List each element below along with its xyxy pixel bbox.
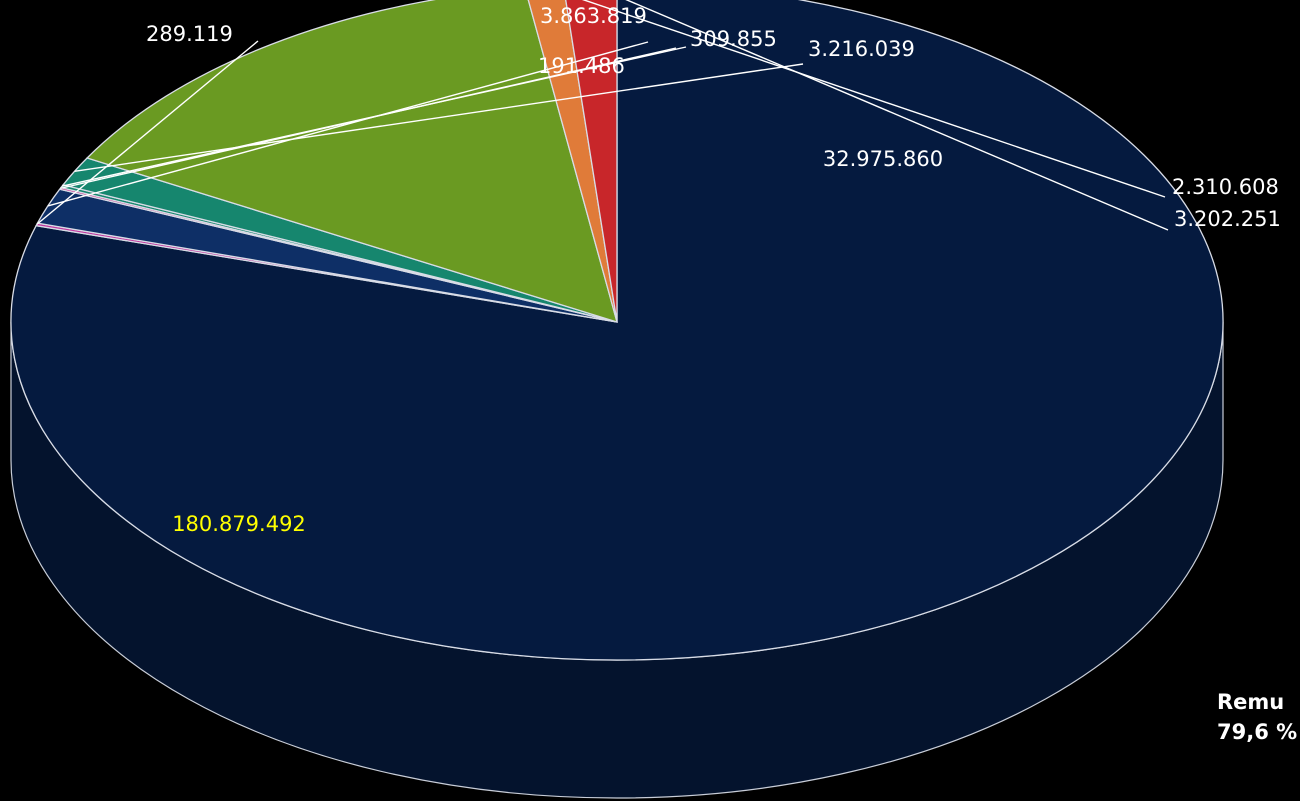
data-label: 3.216.039 <box>808 37 915 61</box>
data-label: 2.310.608 <box>1172 175 1279 199</box>
data-label: 3.202.251 <box>1174 207 1281 231</box>
pie-slice <box>565 0 618 323</box>
pie-slice <box>85 0 618 323</box>
data-label: 289.119 <box>146 22 233 46</box>
leader-line <box>74 63 804 172</box>
leader-line <box>625 0 1169 231</box>
leader-line <box>36 40 259 225</box>
annotation-line-2: 79,6 % <box>1217 720 1298 744</box>
data-label: 191.486 <box>538 54 625 78</box>
data-label: 3.863.819 <box>540 4 647 28</box>
leader-lines <box>36 0 1169 231</box>
leader-line <box>47 41 649 207</box>
pie-slice <box>10 0 1224 661</box>
annotation-line-1: Remu <box>1217 690 1285 714</box>
data-labels: 180.879.492 289.119 3.863.819 191.486 309.85… <box>146 4 1281 536</box>
pie-slice <box>527 0 618 323</box>
data-label: 180.879.492 <box>172 512 306 536</box>
pie-top-face <box>10 0 1224 661</box>
data-label: 309.855 <box>690 27 777 51</box>
data-label: 32.975.860 <box>823 147 943 171</box>
leader-line <box>61 46 687 187</box>
leader-line <box>581 0 1166 198</box>
